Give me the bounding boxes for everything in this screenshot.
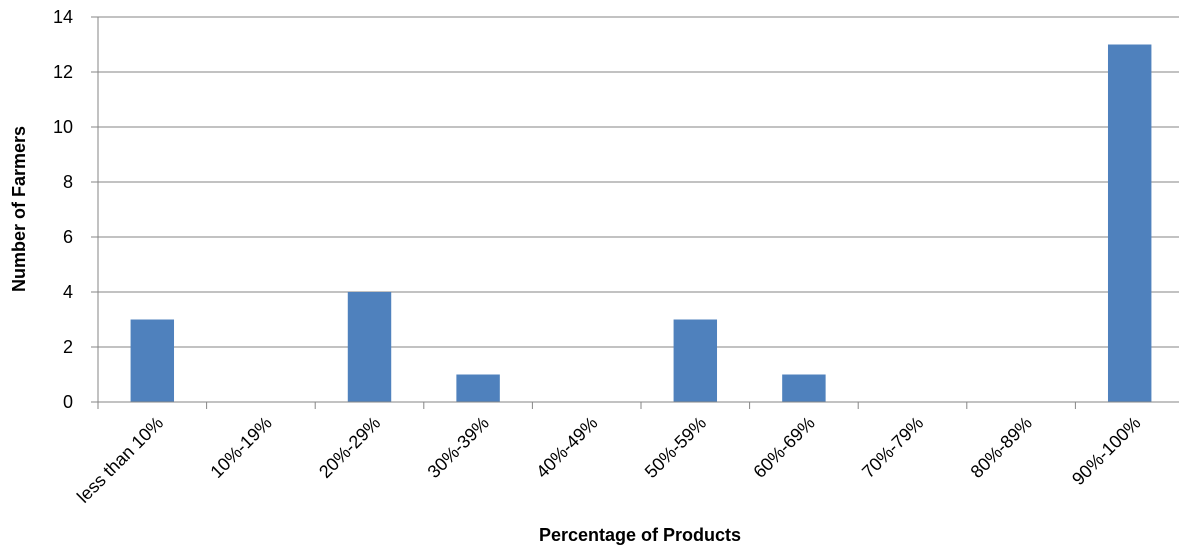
y-tick-labels: 0 2 4 6 8 10 12 14	[53, 7, 73, 412]
bar-10	[1107, 44, 1152, 402]
x-tick-label: 60%-69%	[749, 413, 818, 482]
y-tick-label: 2	[63, 337, 73, 357]
x-tick-labels: less than 10% 10%-19% 20%-29% 30%-39% 40%-49…	[73, 413, 1145, 507]
bar-1	[130, 319, 175, 402]
x-tick-label: 20%-29%	[315, 413, 384, 482]
bar-4	[456, 374, 500, 402]
y-tick-label: 12	[53, 62, 73, 82]
bar-7	[782, 374, 826, 402]
y-tick-label: 0	[63, 392, 73, 412]
y-axis-title: Number of Farmers	[9, 126, 29, 292]
x-tick-label: 90%-100%	[1068, 413, 1144, 489]
x-tick-label: 10%-19%	[206, 413, 275, 482]
x-tick-label: 50%-59%	[641, 413, 710, 482]
x-tick-label: 30%-39%	[424, 413, 493, 482]
bar-3	[347, 292, 392, 402]
y-tick-label: 8	[63, 172, 73, 192]
y-tick-label: 10	[53, 117, 73, 137]
y-tick-label: 6	[63, 227, 73, 247]
gridlines	[98, 16, 1179, 348]
x-tick-label: 70%-79%	[858, 413, 927, 482]
y-tick-label: 14	[53, 7, 73, 27]
x-axis-title: Percentage of Products	[539, 525, 741, 545]
bar-6	[673, 319, 718, 402]
x-tick-label: less than 10%	[73, 413, 167, 507]
y-tick-label: 4	[63, 282, 73, 302]
x-tick-label: 80%-89%	[967, 413, 1036, 482]
x-tick-label: 40%-49%	[532, 413, 601, 482]
bars	[130, 44, 1152, 402]
axes	[91, 16, 1179, 409]
